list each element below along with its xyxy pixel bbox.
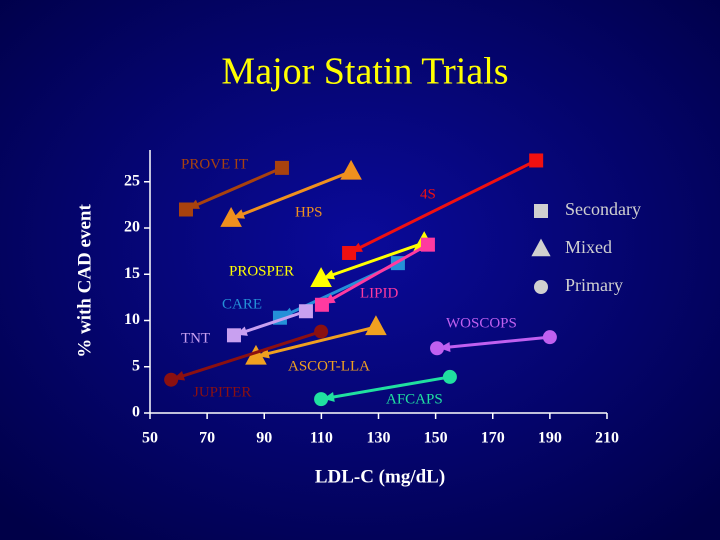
data-point <box>420 237 435 252</box>
data-point <box>314 324 329 339</box>
data-point <box>430 341 445 356</box>
y-axis-label: % with CAD event <box>74 204 95 358</box>
x-tick-label: 130 <box>367 430 391 447</box>
trend-arrow <box>348 159 537 255</box>
y-tick-label: 0 <box>132 404 140 421</box>
series-label: AFCAPS <box>386 391 443 407</box>
data-point <box>220 207 242 227</box>
y-tick-label: 15 <box>124 265 140 282</box>
arrowhead <box>350 242 363 253</box>
data-point <box>314 392 329 407</box>
data-point <box>164 372 179 387</box>
legend-label: Primary <box>565 275 623 295</box>
y-tick-label: 5 <box>132 357 140 374</box>
data-point <box>542 330 557 345</box>
arrowhead <box>323 391 335 402</box>
trend-arrow <box>230 170 352 221</box>
x-axis-label: LDL-C (mg/dL) <box>315 466 445 487</box>
arrowhead <box>232 209 246 219</box>
arrowhead <box>173 370 186 381</box>
trend-arrow <box>185 166 283 211</box>
trend-arrow <box>320 375 451 401</box>
x-tick-label: 110 <box>310 430 333 447</box>
arrowhead <box>187 199 200 209</box>
trend-arrow <box>436 335 551 350</box>
series-label: LIPID <box>360 285 398 301</box>
data-point <box>245 344 267 365</box>
series-label: PROSPER <box>229 263 294 279</box>
x-tick-label: 150 <box>424 430 448 447</box>
data-point <box>178 202 193 217</box>
trend-arrow <box>255 325 377 359</box>
series-label: CARE <box>222 296 262 312</box>
series-label: ASCOT-LLA <box>288 358 370 374</box>
data-point <box>342 245 357 260</box>
series-label: WOSCOPS <box>446 315 517 331</box>
data-point <box>314 297 329 312</box>
arrowhead <box>439 342 451 352</box>
legend-label: Secondary <box>565 199 641 219</box>
arrowhead <box>235 326 248 336</box>
data-point <box>274 160 289 175</box>
x-tick-label: 190 <box>538 430 562 447</box>
data-point <box>310 267 332 287</box>
series-label: TNT <box>181 330 210 346</box>
series-label: 4S <box>420 186 436 202</box>
series-label: HPS <box>295 204 323 220</box>
arrowhead <box>322 269 336 280</box>
series-label: JUPITER <box>193 384 251 400</box>
x-tick-label: 170 <box>481 430 505 447</box>
arrowhead <box>257 348 270 359</box>
data-point <box>529 153 544 168</box>
data-point <box>340 159 362 180</box>
y-tick-label: 20 <box>124 219 140 236</box>
arrowhead <box>323 294 336 304</box>
legend-marker <box>534 204 548 218</box>
data-point <box>365 315 387 336</box>
trend-arrow <box>320 241 425 281</box>
series-label: PROVE IT <box>181 156 248 172</box>
trend-arrow <box>170 330 322 382</box>
legend-label: Mixed <box>565 237 612 257</box>
x-tick-label: 90 <box>256 430 272 447</box>
x-tick-label: 70 <box>199 430 215 447</box>
chart-title: Major Statin Trials <box>221 51 508 93</box>
legend-marker <box>534 280 548 294</box>
y-tick-label: 10 <box>124 311 140 328</box>
data-point <box>442 369 457 384</box>
x-tick-label: 50 <box>142 430 158 447</box>
x-tick-label: 210 <box>595 430 619 447</box>
legend-marker <box>531 238 551 257</box>
trend-arrow <box>321 243 429 307</box>
arrowhead <box>281 307 294 317</box>
data-point <box>226 328 241 343</box>
data-point <box>298 304 313 319</box>
y-tick-label: 25 <box>124 172 140 189</box>
